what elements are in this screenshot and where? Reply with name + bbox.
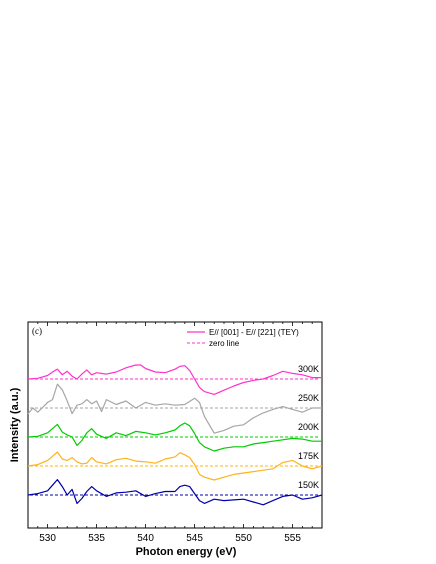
- legend-label-zero-line: zero line: [209, 339, 240, 348]
- y-axis-label: Intensity (a.u.): [9, 387, 21, 462]
- x-tick-label: 555: [284, 533, 301, 544]
- series-line-300K: [27, 364, 322, 395]
- series-line-175K: [27, 451, 323, 481]
- series-line-250K: [27, 383, 322, 434]
- series-label-175K: 175K: [298, 451, 319, 461]
- series-label-150K: 150K: [298, 480, 319, 490]
- x-tick-label: 535: [88, 533, 105, 544]
- series-labels: 300K 250K 200K 175K 150K: [298, 364, 319, 490]
- series-label-300K: 300K: [298, 364, 319, 374]
- x-tick-labels: 530 535 540 545 550 555: [39, 533, 301, 544]
- series-label-200K: 200K: [298, 422, 319, 432]
- series-line-150K: [27, 479, 323, 506]
- zero-lines: [30, 378, 320, 496]
- x-tick-label: 545: [186, 533, 203, 544]
- series-lines: [27, 364, 323, 506]
- series-line-200K: [27, 422, 322, 452]
- x-tick-label: 540: [137, 533, 154, 544]
- axis-ticks: [37, 322, 313, 528]
- panel-label: (c): [32, 326, 42, 336]
- x-tick-label: 530: [39, 533, 56, 544]
- legend-label-difference: E// [001] - E// [221] (TEY): [209, 328, 299, 337]
- legend: E// [001] - E// [221] (TEY) zero line: [187, 328, 299, 348]
- x-tick-label: 550: [235, 533, 252, 544]
- plot-frame: [27, 321, 323, 529]
- x-axis-label: Photon energy (eV): [136, 546, 237, 558]
- series-label-250K: 250K: [298, 393, 319, 403]
